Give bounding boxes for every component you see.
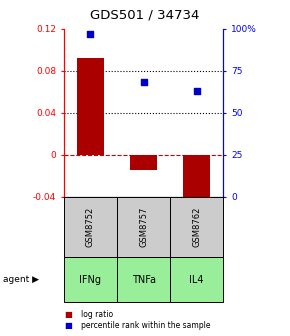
Text: ■: ■	[64, 310, 72, 319]
Point	[194, 88, 199, 93]
Text: IFNg: IFNg	[79, 275, 102, 285]
Bar	[77, 58, 104, 155]
Text: GSM8762: GSM8762	[192, 207, 201, 247]
Text: ■: ■	[64, 322, 72, 330]
Text: GDS501 / 34734: GDS501 / 34734	[90, 9, 200, 22]
Text: agent ▶: agent ▶	[3, 275, 39, 284]
Point	[88, 31, 93, 36]
Bar	[184, 155, 210, 200]
Bar	[130, 155, 157, 170]
Point	[141, 80, 146, 85]
Text: TNFa: TNFa	[132, 275, 155, 285]
Text: log ratio: log ratio	[81, 310, 113, 319]
Text: GSM8757: GSM8757	[139, 207, 148, 247]
Text: percentile rank within the sample: percentile rank within the sample	[81, 322, 211, 330]
Text: GSM8752: GSM8752	[86, 207, 95, 247]
Text: IL4: IL4	[189, 275, 204, 285]
